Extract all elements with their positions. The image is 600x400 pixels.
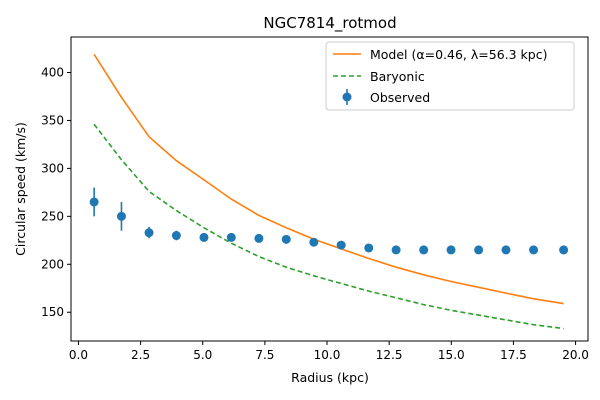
- observed-point: [254, 233, 264, 243]
- legend-baryonic-label: Baryonic: [370, 69, 425, 84]
- legend: Model (α=0.46, λ=56.3 kpc) Baryonic Obse…: [325, 41, 575, 111]
- x-tick-label: 20.0: [562, 348, 589, 362]
- observed-point: [171, 231, 181, 241]
- observed-point: [281, 234, 291, 244]
- x-tick-label: 7.5: [255, 348, 274, 362]
- model-line: [93, 53, 564, 305]
- observed-point: [529, 245, 539, 255]
- observed-point: [309, 237, 319, 247]
- observed-point: [226, 232, 236, 242]
- observed-point: [391, 245, 401, 255]
- chart-title: NGC7814_rotmod: [263, 14, 396, 33]
- y-tick-label: 250: [41, 209, 64, 223]
- y-tick-label: 300: [41, 161, 64, 175]
- y-tick-label: 400: [41, 65, 64, 79]
- x-tick-label: 0.0: [69, 348, 88, 362]
- x-axis: 0.0 2.5 5.0 7.5 10.0 12.5 15.0 17.5 20.0: [69, 341, 589, 362]
- legend-model-label: Model (α=0.46, λ=56.3 kpc): [370, 47, 547, 62]
- observed-point: [116, 211, 126, 221]
- x-tick-label: 2.5: [131, 348, 150, 362]
- observed-point: [446, 245, 456, 255]
- x-tick-label: 17.5: [500, 348, 527, 362]
- x-tick-label: 12.5: [376, 348, 403, 362]
- plot-area: 0.0 2.5 5.0 7.5 10.0 12.5 15.0 17.5 20.0 150 200 2…: [41, 36, 589, 362]
- observed-point: [474, 245, 484, 255]
- baryonic-line: [93, 123, 564, 330]
- plot-frame: [70, 36, 589, 342]
- legend-observed-label: Observed: [370, 90, 430, 105]
- legend-observed-marker: [342, 92, 352, 102]
- x-axis-label: Radius (kpc): [291, 370, 369, 385]
- series-layer: [89, 53, 569, 330]
- observed-point: [89, 197, 99, 207]
- observed-point: [419, 245, 429, 255]
- y-tick-label: 200: [41, 257, 64, 271]
- y-axis: 150 200 250 300 350 400: [41, 65, 71, 319]
- y-tick-label: 350: [41, 113, 64, 127]
- observed-point: [336, 240, 346, 250]
- x-tick-label: 15.0: [438, 348, 465, 362]
- observed-point: [364, 243, 374, 253]
- x-tick-label: 5.0: [193, 348, 212, 362]
- legend-box: [325, 41, 575, 111]
- y-tick-label: 150: [41, 305, 64, 319]
- y-axis-label: Circular speed (km/s): [13, 122, 28, 256]
- observed-point: [199, 232, 209, 242]
- observed-point: [501, 245, 511, 255]
- observed-point: [559, 245, 569, 255]
- observed-point: [144, 228, 154, 238]
- x-tick-label: 10.0: [314, 348, 341, 362]
